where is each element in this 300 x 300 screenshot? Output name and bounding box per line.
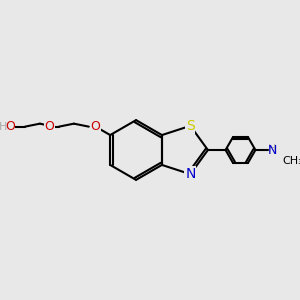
Text: O: O — [5, 120, 15, 133]
Text: CH₃: CH₃ — [283, 156, 300, 167]
Text: O: O — [91, 120, 100, 133]
Text: N: N — [268, 143, 278, 157]
Text: O: O — [44, 120, 54, 133]
Text: S: S — [186, 119, 195, 133]
Text: H: H — [268, 145, 277, 154]
Text: N: N — [185, 167, 196, 181]
Text: H: H — [0, 122, 8, 132]
